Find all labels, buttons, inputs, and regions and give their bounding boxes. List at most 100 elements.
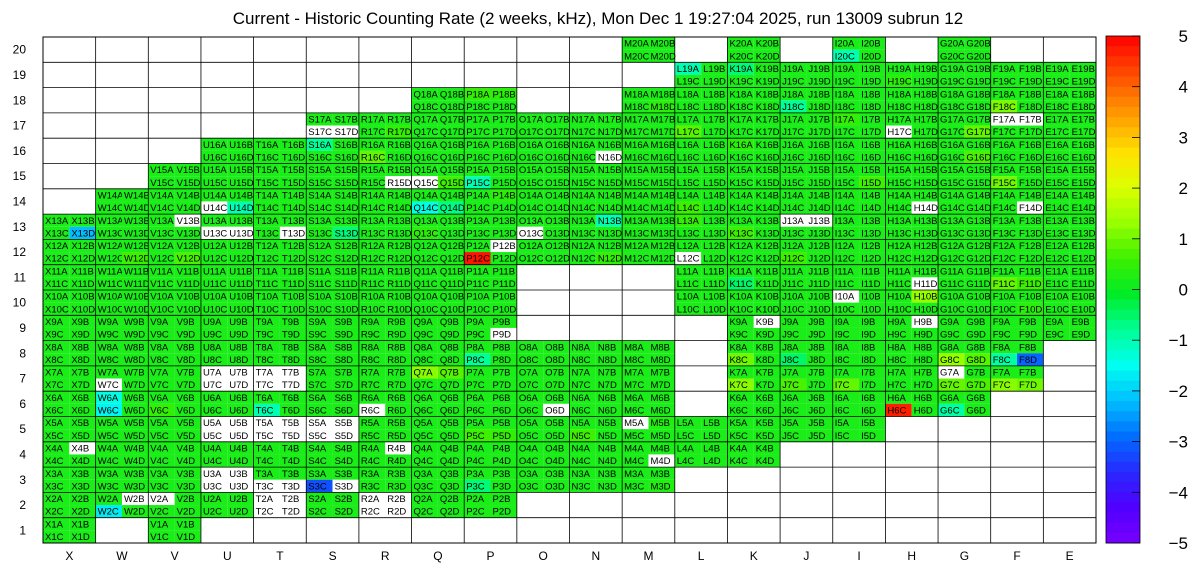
cell-label-H19D: H19D xyxy=(914,77,938,88)
cell-O6D xyxy=(543,403,570,417)
cell-U8C xyxy=(200,353,228,366)
cell-label-V15D: V15D xyxy=(177,178,201,189)
cell-W13A xyxy=(95,214,122,227)
cell-label-W12A: W12A xyxy=(98,241,125,252)
cell-label-W2D: W2D xyxy=(124,507,145,518)
cell-Q5A xyxy=(411,416,438,430)
cell-label-J19B: J19B xyxy=(808,64,830,75)
cell-Q16A xyxy=(411,138,438,151)
cell-P6B xyxy=(490,391,517,404)
cell-T9A xyxy=(253,315,280,328)
cell-Q8D xyxy=(437,353,465,366)
cell-label-G18C: G18C xyxy=(940,102,965,113)
cell-M12B xyxy=(648,239,675,253)
cell-label-S14B: S14B xyxy=(335,190,358,201)
cell-label-V11A: V11A xyxy=(150,266,173,277)
cell-label-G9D: G9D xyxy=(966,330,986,341)
cell-U6D xyxy=(227,403,254,417)
cell-label-R15C: R15C xyxy=(361,178,385,189)
cell-N7C xyxy=(569,378,596,392)
cell-label-O12C: O12C xyxy=(519,254,544,265)
cell-P10A xyxy=(464,290,491,303)
cell-label-V6C: V6C xyxy=(150,406,169,417)
cell-label-T15A: T15A xyxy=(256,165,279,176)
cell-label-G14C: G14C xyxy=(940,203,965,214)
cell-label-G16B: G16B xyxy=(966,140,990,151)
x-tick-label-Q: Q xyxy=(433,549,442,563)
cell-label-S11B: S11B xyxy=(335,266,358,277)
cell-label-R5A: R5A xyxy=(361,418,380,429)
cell-S2D xyxy=(332,505,359,518)
cell-label-P14D: P14D xyxy=(493,203,517,214)
cell-T15D xyxy=(279,176,307,189)
cell-O5C xyxy=(516,429,544,442)
cell-label-T16A: T16A xyxy=(256,140,279,151)
cell-X6D xyxy=(69,403,96,417)
cell-X13B xyxy=(69,214,96,227)
cell-label-J15B: J15B xyxy=(808,165,830,176)
cell-label-Q18D: Q18D xyxy=(440,102,465,113)
cell-label-H10C: H10C xyxy=(887,304,911,315)
cell-T3A xyxy=(253,467,280,480)
cell-label-V15C: V15C xyxy=(150,178,174,189)
cell-label-N15D: N15D xyxy=(598,178,622,189)
cell-label-O14C: O14C xyxy=(519,203,544,214)
cell-R8B xyxy=(385,340,412,354)
cell-S7D xyxy=(332,378,359,392)
colorbar-band xyxy=(1106,502,1140,514)
cell-P4B xyxy=(490,441,517,455)
cell-T8B xyxy=(279,340,307,354)
cell-T14A xyxy=(253,188,280,202)
cell-label-H18D: H18D xyxy=(914,102,938,113)
cell-X9C xyxy=(43,327,70,341)
cell-label-P5D: P5D xyxy=(493,431,512,442)
cell-label-P8D: P8D xyxy=(493,355,512,366)
cell-V9D xyxy=(174,327,201,341)
cell-label-T7B: T7B xyxy=(282,368,299,379)
cell-label-R13B: R13B xyxy=(387,216,411,227)
cell-label-G10D: G10D xyxy=(966,304,991,315)
cell-label-P2D: P2D xyxy=(493,507,512,518)
cell-X11D xyxy=(69,277,96,290)
cell-P12D xyxy=(490,252,517,265)
cell-R5A xyxy=(358,416,386,430)
cell-label-L11D: L11D xyxy=(703,279,725,290)
cell-label-N16D: N16D xyxy=(598,153,622,164)
cell-label-X9C: X9C xyxy=(45,330,64,341)
cell-W11B xyxy=(121,264,149,278)
cell-O16B xyxy=(543,138,570,151)
cell-label-R11B: R11B xyxy=(387,266,410,277)
cell-label-Q13B: Q13B xyxy=(440,216,464,227)
cell-M14B xyxy=(648,188,675,202)
cell-R13B xyxy=(385,214,412,227)
cell-label-W12D: W12D xyxy=(124,254,151,265)
cell-O3A xyxy=(516,467,544,480)
cell-label-V7D: V7D xyxy=(177,380,196,391)
cell-O5B xyxy=(543,416,570,430)
cell-label-P7A: P7A xyxy=(466,368,485,379)
cell-V13B xyxy=(174,214,201,227)
cell-label-O13B: O13B xyxy=(545,216,569,227)
cell-label-M13D: M13D xyxy=(650,228,675,239)
cell-label-R11A: R11A xyxy=(361,266,385,277)
cell-R16B xyxy=(385,138,412,151)
cell-label-M17A: M17A xyxy=(624,115,649,126)
cell-label-S5C: S5C xyxy=(308,431,327,442)
cell-N5A xyxy=(569,416,596,430)
cell-label-O7C: O7C xyxy=(519,380,539,391)
cell-label-X8B: X8B xyxy=(71,342,89,353)
cell-label-G20D: G20D xyxy=(966,51,991,62)
cell-label-E15D: E15D xyxy=(1072,178,1096,189)
cell-label-O4A: O4A xyxy=(519,443,539,454)
cell-label-N12C: N12C xyxy=(572,254,596,265)
cell-label-F14B: F14B xyxy=(1019,190,1042,201)
cell-label-M14C: M14C xyxy=(624,203,649,214)
cell-label-U8C: U8C xyxy=(203,355,222,366)
cell-label-X2A: X2A xyxy=(45,494,64,505)
cell-label-R7A: R7A xyxy=(361,368,380,379)
colorbar-tick-label: −3 xyxy=(1169,433,1188,452)
cell-label-F9D: F9D xyxy=(1019,330,1037,341)
cell-U14D xyxy=(227,201,254,215)
cell-label-I13C: I13C xyxy=(835,228,855,239)
cell-S8B xyxy=(332,340,359,354)
